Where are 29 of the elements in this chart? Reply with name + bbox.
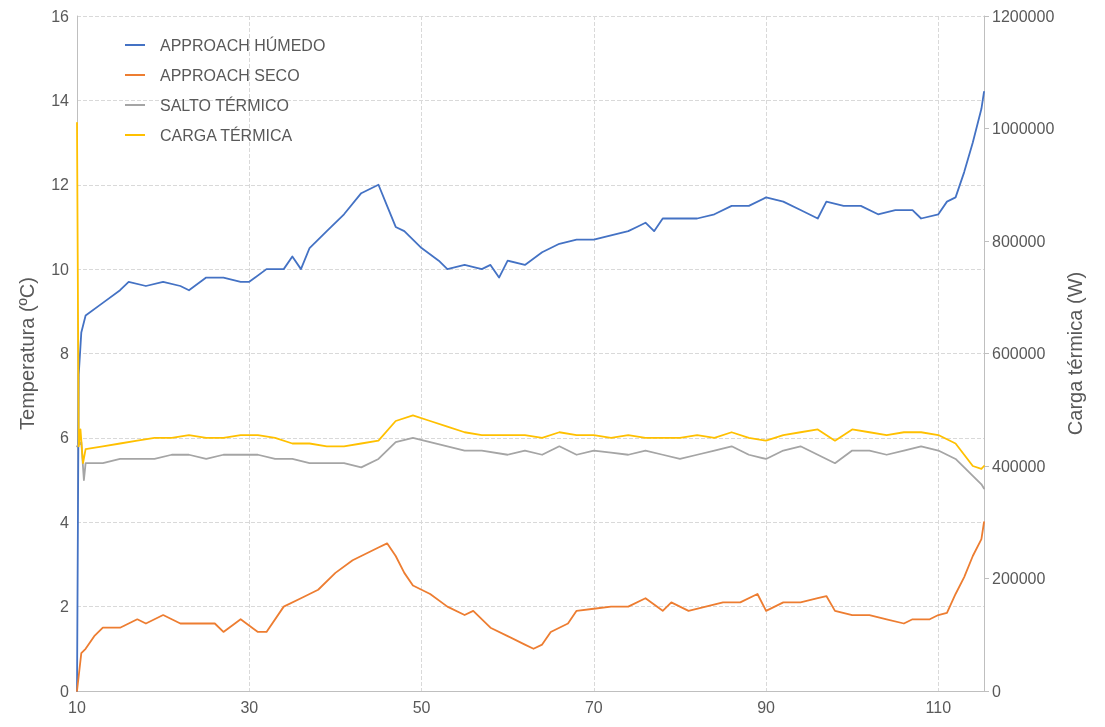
y2-tick-label: 0 bbox=[992, 682, 1001, 700]
y2-tick-label: 800000 bbox=[992, 232, 1046, 250]
legend-label: CARGA TÉRMICA bbox=[160, 125, 293, 144]
x-tick-label: 110 bbox=[925, 698, 952, 716]
y-tick-label: 4 bbox=[60, 513, 70, 531]
y2-axis-title: Carga térmica (W) bbox=[1064, 271, 1087, 436]
y2-tick-label: 200000 bbox=[992, 570, 1046, 587]
y-axis-title: Temperatura (ºC) bbox=[16, 277, 38, 430]
y-tick-label: 16 bbox=[51, 7, 70, 25]
x-tick-label: 90 bbox=[757, 698, 776, 716]
x-tick-label: 30 bbox=[240, 698, 259, 716]
x-tick-label: 70 bbox=[584, 698, 603, 716]
y2-tick-label: 600000 bbox=[992, 345, 1046, 362]
legend-label: SALTO TÉRMICO bbox=[160, 95, 289, 114]
y-tick-label: 0 bbox=[60, 682, 70, 700]
y-tick-label: 6 bbox=[60, 429, 70, 447]
y-tick-label: 10 bbox=[51, 260, 70, 278]
y2-tick-label: 1000000 bbox=[992, 120, 1055, 137]
y2-tick-label: 1200000 bbox=[992, 7, 1055, 25]
legend-label: APPROACH HÚMEDO bbox=[160, 35, 326, 54]
y-tick-label: 8 bbox=[60, 345, 70, 362]
y-tick-label: 12 bbox=[51, 176, 70, 194]
y-tick-label: 2 bbox=[60, 598, 70, 616]
y2-tick-label: 400000 bbox=[992, 457, 1046, 475]
y-tick-label: 14 bbox=[51, 91, 70, 109]
x-tick-label: 50 bbox=[412, 698, 431, 716]
line-series bbox=[76, 121, 985, 470]
legend-label: APPROACH SECO bbox=[160, 66, 300, 84]
line-series bbox=[76, 436, 985, 490]
